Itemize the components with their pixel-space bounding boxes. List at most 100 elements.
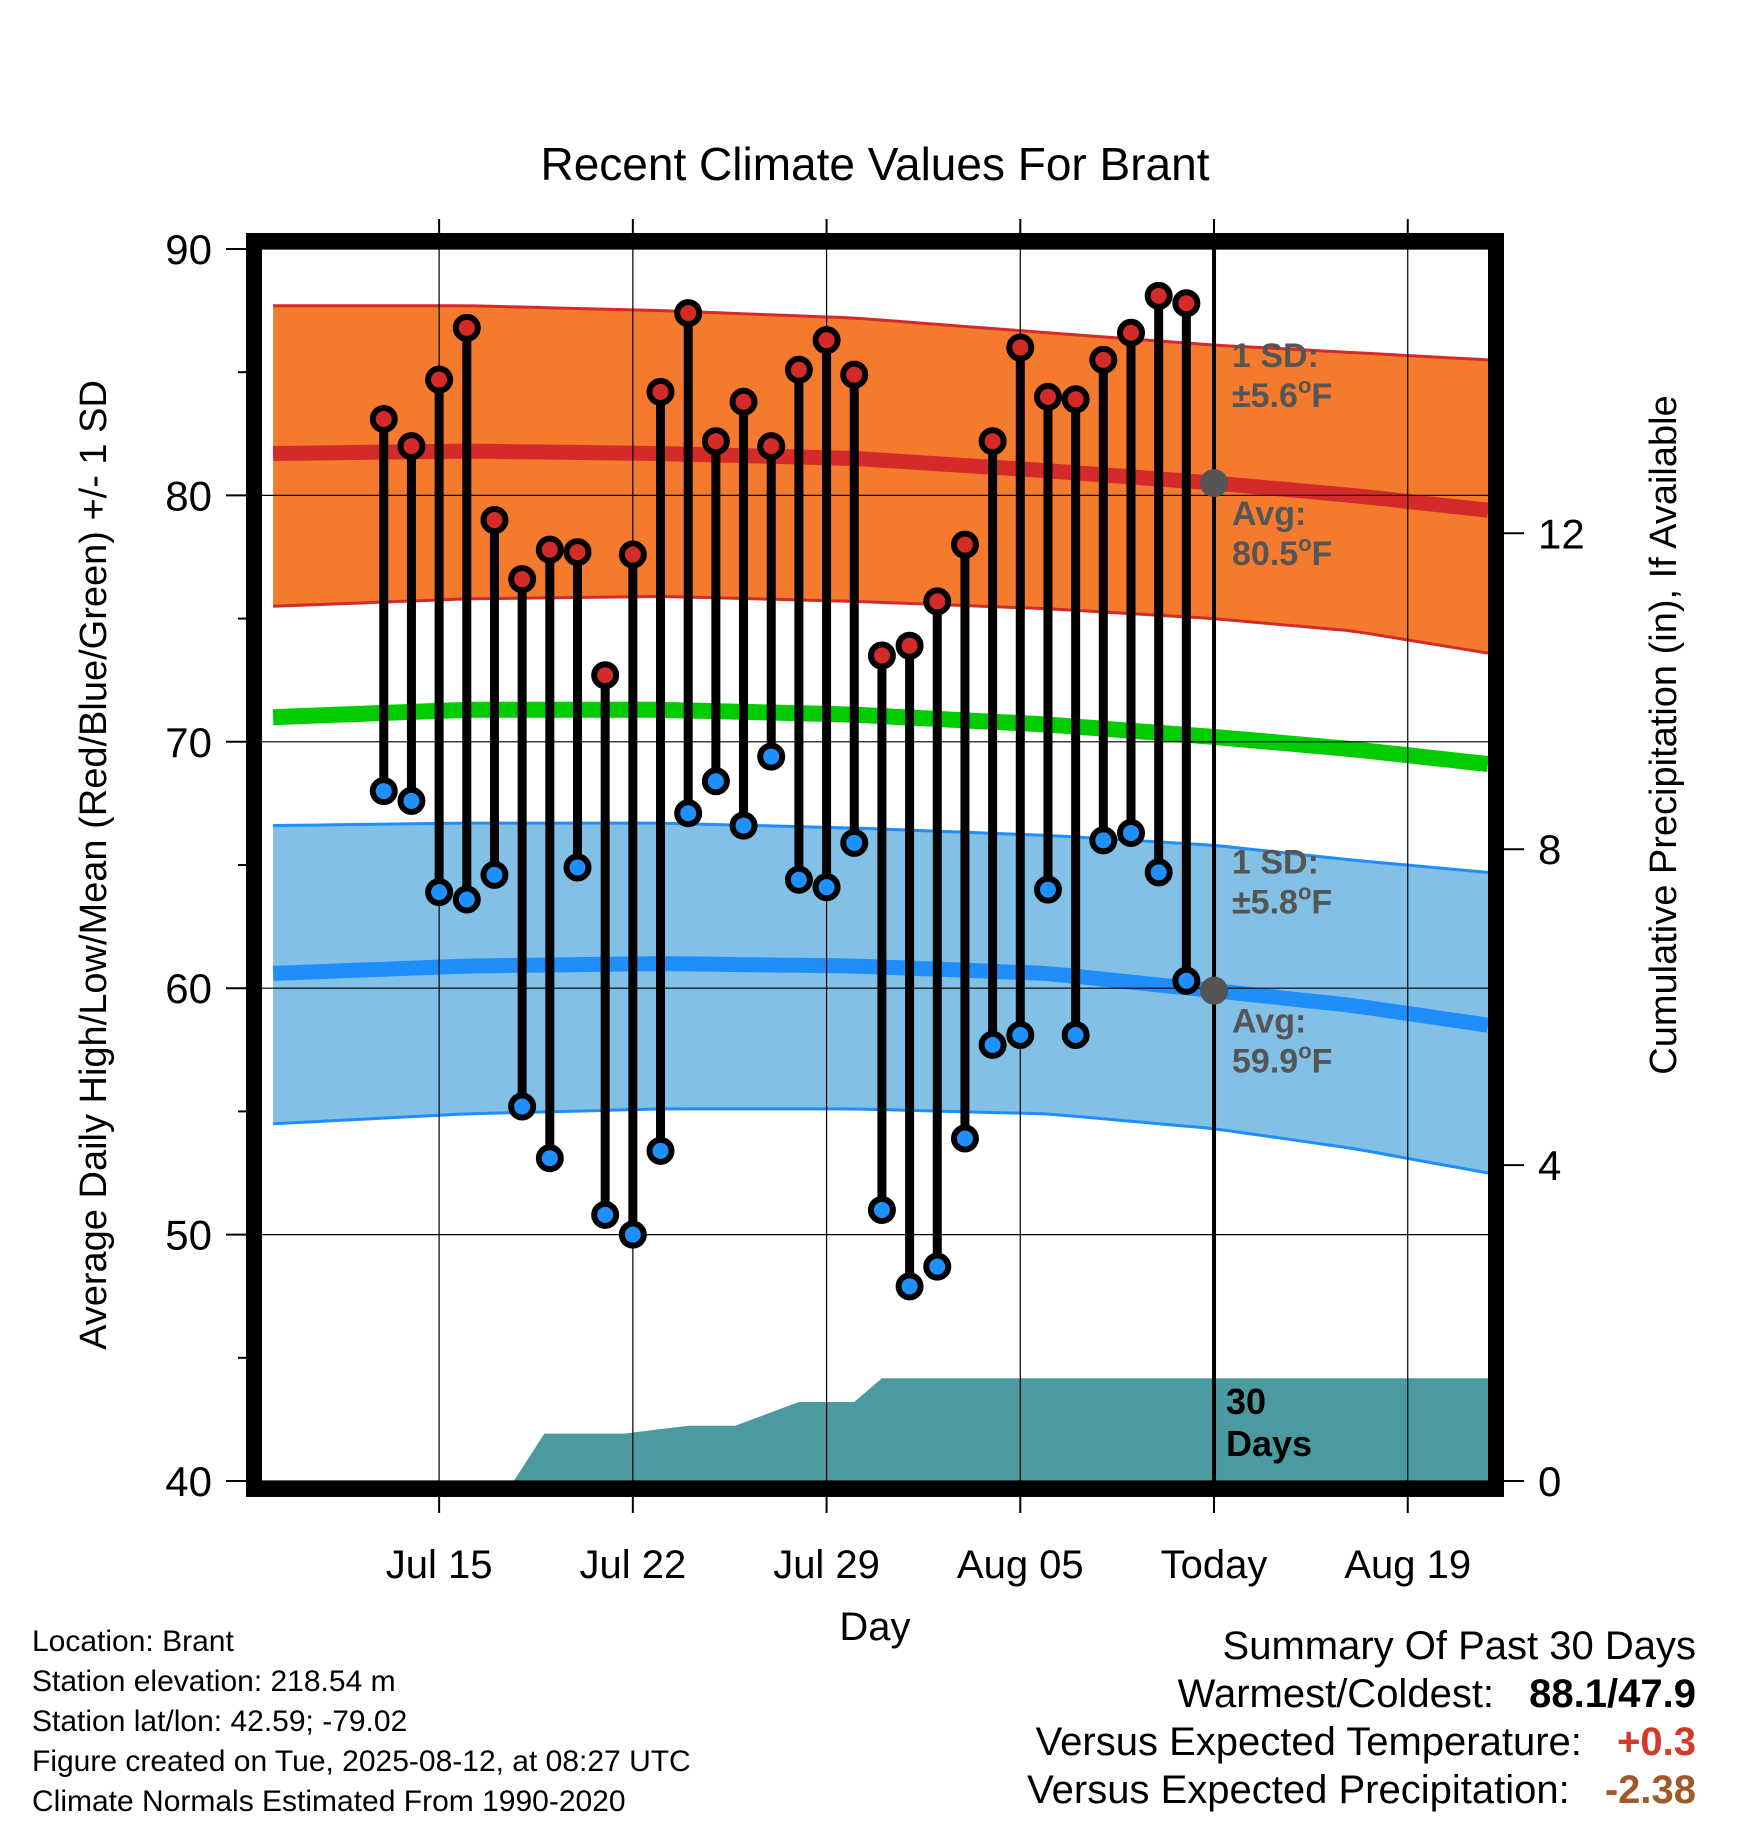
daily-low-point bbox=[1033, 875, 1062, 904]
daily-high-point bbox=[1089, 345, 1118, 374]
summary-warm-cold: Warmest/Coldest: 88.1/47.9 bbox=[1027, 1670, 1696, 1718]
daily-high-point bbox=[950, 530, 979, 559]
daily-high-point bbox=[1116, 318, 1145, 347]
days-label-number: 30 bbox=[1226, 1381, 1266, 1422]
daily-low-point bbox=[1061, 1021, 1090, 1050]
annotation-value: ±5.6oF bbox=[1232, 373, 1332, 415]
daily-high-point bbox=[1033, 382, 1062, 411]
annotation-label: Avg: bbox=[1232, 1003, 1306, 1041]
daily-low-point bbox=[729, 811, 758, 840]
daily-high-point bbox=[674, 299, 703, 328]
days-label-text: Days bbox=[1226, 1423, 1312, 1464]
y-tick-label: 90 bbox=[165, 226, 212, 273]
latlon-text: Station lat/lon: 42.59; -79.02 bbox=[32, 1705, 408, 1738]
temp-label: Versus Expected Temperature: bbox=[1035, 1720, 1582, 1764]
summary-title: Summary Of Past 30 Days bbox=[1222, 1624, 1696, 1668]
annotation-label: 1 SD: bbox=[1232, 337, 1319, 375]
daily-low-point bbox=[535, 1144, 564, 1173]
daily-low-point bbox=[591, 1200, 620, 1229]
annotation-value: 80.5oF bbox=[1232, 531, 1332, 573]
daily-low-point bbox=[646, 1136, 675, 1165]
x-tick-label: Jul 29 bbox=[773, 1543, 880, 1587]
daily-low-point bbox=[1116, 818, 1145, 847]
x-tick-label: Aug 19 bbox=[1344, 1543, 1471, 1587]
daily-low-point bbox=[867, 1195, 896, 1224]
y2-axis-label: Cumulative Precipitation (in), If Availa… bbox=[1643, 395, 1685, 1074]
daily-low-point bbox=[369, 777, 398, 806]
x-tick-label: Today bbox=[1161, 1543, 1268, 1587]
daily-low-point bbox=[895, 1272, 924, 1301]
daily-low-point bbox=[950, 1124, 979, 1153]
precip-label: Versus Expected Precipitation: bbox=[1027, 1768, 1570, 1812]
daily-high-point bbox=[535, 535, 564, 564]
y-axis-label: Average Daily High/Low/Mean (Red/Blue/Gr… bbox=[73, 380, 115, 1350]
y2-tick-label: 4 bbox=[1538, 1142, 1561, 1189]
chart-title: Recent Climate Values For Brant bbox=[541, 138, 1210, 190]
annotation-value: ±5.8oF bbox=[1232, 879, 1332, 921]
temp-value: +0.3 bbox=[1617, 1720, 1696, 1764]
daily-low-point bbox=[674, 799, 703, 828]
y-tick-label: 70 bbox=[165, 719, 212, 766]
station-info: Location: Brant Station elevation: 218.5… bbox=[32, 1622, 691, 1822]
daily-high-point bbox=[618, 540, 647, 569]
daily-high-point bbox=[701, 427, 730, 456]
daily-high-point bbox=[978, 427, 1007, 456]
precip-value: -2.38 bbox=[1604, 1768, 1696, 1812]
daily-high-point bbox=[397, 432, 426, 461]
y-tick-label: 80 bbox=[165, 472, 212, 519]
warm-cold-label: Warmest/Coldest: bbox=[1177, 1672, 1495, 1716]
daily-low-point bbox=[784, 865, 813, 894]
daily-high-point bbox=[480, 506, 509, 535]
summary-panel: Summary Of Past 30 Days Warmest/Coldest:… bbox=[1027, 1622, 1696, 1814]
x-axis-label: Day bbox=[839, 1605, 910, 1649]
summary-precip: Versus Expected Precipitation: -2.38 bbox=[1027, 1766, 1696, 1814]
location-text: Location: Brant bbox=[32, 1625, 234, 1658]
high-upper-edge bbox=[273, 304, 1488, 362]
y2-tick-label: 12 bbox=[1538, 510, 1585, 557]
daily-high-point bbox=[1061, 385, 1090, 414]
x-tick-label: Aug 05 bbox=[957, 1543, 1084, 1587]
precip-area bbox=[262, 1378, 1488, 1481]
daily-low-point bbox=[923, 1252, 952, 1281]
daily-low-point bbox=[1089, 826, 1118, 855]
daily-high-point bbox=[867, 641, 896, 670]
summary-temp: Versus Expected Temperature: +0.3 bbox=[1027, 1718, 1696, 1766]
annotation-label: Avg: bbox=[1232, 495, 1306, 533]
warm-cold-value: 88.1/47.9 bbox=[1529, 1672, 1696, 1716]
y-tick-label: 50 bbox=[165, 1212, 212, 1259]
daily-high-point bbox=[563, 538, 592, 567]
daily-low-point bbox=[840, 828, 869, 857]
daily-low-point bbox=[812, 873, 841, 902]
y-tick-label: 60 bbox=[165, 965, 212, 1012]
daily-high-point bbox=[923, 587, 952, 616]
daily-high-point bbox=[1006, 333, 1035, 362]
today-avg-high-marker bbox=[1200, 469, 1229, 498]
elevation-text: Station elevation: 218.54 m bbox=[32, 1665, 396, 1698]
daily-high-point bbox=[452, 313, 481, 342]
plot-area bbox=[262, 249, 1488, 1481]
daily-high-point bbox=[757, 432, 786, 461]
high-lower-edge bbox=[273, 594, 1488, 655]
daily-high-point bbox=[508, 565, 537, 594]
daily-low-point bbox=[425, 878, 454, 907]
daily-low-point bbox=[618, 1220, 647, 1249]
y2-tick-label: 8 bbox=[1538, 826, 1561, 873]
daily-high-point bbox=[812, 326, 841, 355]
x-tick-label: Jul 15 bbox=[386, 1543, 493, 1587]
y2-tick-label: 0 bbox=[1538, 1458, 1561, 1505]
daily-low-point bbox=[701, 767, 730, 796]
daily-low-point bbox=[480, 860, 509, 889]
daily-low-point bbox=[978, 1030, 1007, 1059]
daily-high-point bbox=[895, 631, 924, 660]
high-normal-line bbox=[273, 443, 1488, 518]
daily-low-point bbox=[452, 885, 481, 914]
daily-high-point bbox=[425, 365, 454, 394]
daily-low-point bbox=[757, 742, 786, 771]
daily-high-point bbox=[369, 405, 398, 434]
daily-high-point bbox=[591, 661, 620, 690]
annotation-label: 1 SD: bbox=[1232, 843, 1319, 881]
today-avg-low-marker bbox=[1200, 976, 1229, 1005]
normals-text: Climate Normals Estimated From 1990-2020 bbox=[32, 1785, 626, 1818]
daily-high-point bbox=[784, 355, 813, 384]
